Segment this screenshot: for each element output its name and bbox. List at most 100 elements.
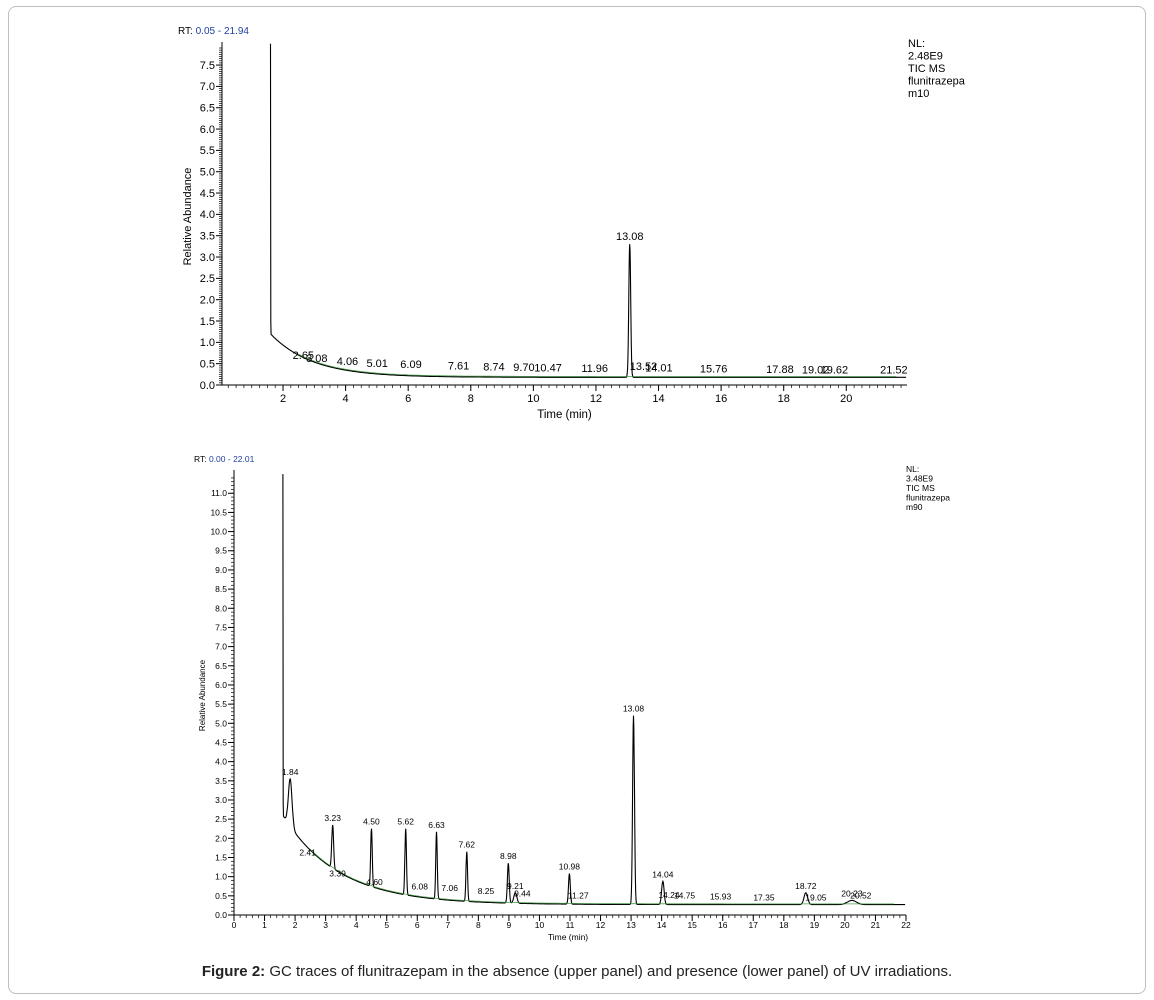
peak-label: 20.52 — [850, 891, 872, 901]
info-line: 2.48E9 — [908, 51, 943, 63]
y-tick-label: 0.5 — [215, 891, 227, 901]
y-tick-label: 5.5 — [200, 145, 215, 157]
peak-label: 3.39 — [329, 868, 346, 878]
peak-label: 4.60 — [366, 877, 383, 887]
rt-range-label: RT: 0.00 - 22.01 — [194, 454, 255, 464]
x-tick-label: 12 — [596, 920, 606, 930]
x-tick-label: 2 — [280, 393, 286, 405]
peak-label: 14.04 — [652, 869, 674, 879]
x-tick-label: 13 — [626, 920, 636, 930]
x-tick-label: 20 — [840, 393, 852, 405]
x-tick-label: 19 — [810, 920, 820, 930]
y-tick-label: 7.0 — [215, 642, 227, 652]
peak-label: 2.65 — [293, 350, 314, 362]
y-tick-label: 9.0 — [215, 565, 227, 575]
figure-caption: Figure 2: GC traces of flunitrazepam in … — [0, 963, 1154, 980]
x-tick-label: 4 — [343, 393, 349, 405]
peak-label: 13.08 — [616, 231, 644, 243]
peak-label: 13.52 — [630, 361, 658, 373]
peak-label: 3.23 — [324, 813, 341, 823]
x-tick-label: 17 — [749, 920, 759, 930]
peak-label: 2.41 — [299, 847, 316, 857]
peak-label: 15.93 — [710, 891, 732, 901]
peak-label: 10.47 — [534, 363, 562, 375]
peak-label: 5.62 — [397, 817, 414, 827]
x-tick-label: 1 — [262, 920, 267, 930]
peak-label: 4.06 — [337, 356, 358, 368]
rt-label-prefix: RT: — [178, 26, 196, 37]
peak-label: 14.75 — [674, 890, 696, 900]
rt-label-prefix: RT: — [194, 454, 209, 464]
peak-label: 9.21 — [507, 881, 524, 891]
peak-label: 17.35 — [753, 892, 775, 902]
peak-label: 8.74 — [483, 361, 504, 373]
peak-label: 11.96 — [581, 363, 608, 375]
peak-label: 19.62 — [821, 364, 849, 376]
x-tick-label: 2 — [293, 920, 298, 930]
y-tick-label: 7.5 — [215, 622, 227, 632]
y-axis-label: Relative Abundance — [182, 168, 194, 266]
peak-label: 21.52 — [880, 365, 908, 377]
y-tick-label: 3.5 — [200, 231, 215, 243]
x-axis-label: Time (min) — [548, 932, 588, 942]
info-line: NL: — [908, 38, 925, 50]
y-tick-label: 8.0 — [215, 603, 227, 613]
y-tick-label: 7.5 — [200, 60, 215, 72]
peak-label: 1.84 — [282, 767, 299, 777]
y-tick-label: 3.0 — [215, 795, 227, 805]
x-tick-label: 22 — [901, 920, 911, 930]
y-tick-label: 2.5 — [215, 814, 227, 824]
x-tick-label: 21 — [871, 920, 881, 930]
x-tick-label: 6 — [415, 920, 420, 930]
y-tick-label: 2.0 — [200, 295, 215, 307]
x-tick-label: 14 — [657, 920, 667, 930]
peak-label: 14.24 — [658, 890, 680, 900]
y-tick-label: 6.5 — [215, 661, 227, 671]
x-tick-label: 14 — [652, 393, 664, 405]
x-tick-label: 12 — [590, 393, 602, 405]
y-tick-label: 1.0 — [215, 872, 227, 882]
y-tick-label: 0.5 — [200, 359, 215, 371]
x-tick-label: 15 — [687, 920, 697, 930]
x-tick-label: 20 — [840, 920, 850, 930]
x-tick-label: 8 — [468, 393, 474, 405]
x-tick-label: 3 — [323, 920, 328, 930]
figure-frame — [8, 6, 1146, 994]
peak-label: 19.02 — [802, 364, 830, 376]
peak-label: 14.01 — [645, 363, 673, 375]
x-tick-label: 16 — [718, 920, 728, 930]
x-tick-label: 18 — [778, 393, 790, 405]
x-tick-label: 9 — [507, 920, 512, 930]
y-tick-label: 6.5 — [200, 103, 215, 115]
y-tick-label: 10.5 — [210, 507, 227, 517]
y-tick-label: 5.0 — [215, 718, 227, 728]
x-tick-label: 18 — [779, 920, 789, 930]
y-tick-label: 7.0 — [200, 81, 215, 93]
peak-label: 11.27 — [568, 890, 589, 900]
caption-prefix: Figure 2: — [201, 963, 266, 980]
x-tick-label: 0 — [232, 920, 237, 930]
peak-label: 6.63 — [428, 820, 445, 830]
y-tick-label: 4.5 — [215, 737, 227, 747]
info-line: flunitrazepa — [906, 493, 950, 503]
peak-label: 19.05 — [805, 892, 827, 902]
x-tick-label: 4 — [354, 920, 359, 930]
peak-label: 7.61 — [448, 360, 469, 372]
peak-label: 17.88 — [766, 364, 794, 376]
y-tick-label: 3.0 — [200, 252, 215, 264]
y-tick-label: 8.5 — [215, 584, 227, 594]
peak-label: 20.23 — [841, 888, 863, 898]
x-tick-label: 10 — [535, 920, 545, 930]
integration-baseline — [310, 849, 894, 905]
peak-label: 9.44 — [514, 888, 531, 898]
y-tick-label: 9.5 — [215, 546, 227, 556]
y-tick-label: 6.0 — [200, 124, 215, 136]
info-line: m10 — [908, 88, 929, 100]
x-tick-label: 7 — [445, 920, 450, 930]
peak-label: 10.98 — [559, 862, 581, 872]
y-tick-label: 1.0 — [200, 337, 215, 349]
y-tick-label: 2.5 — [200, 273, 215, 285]
